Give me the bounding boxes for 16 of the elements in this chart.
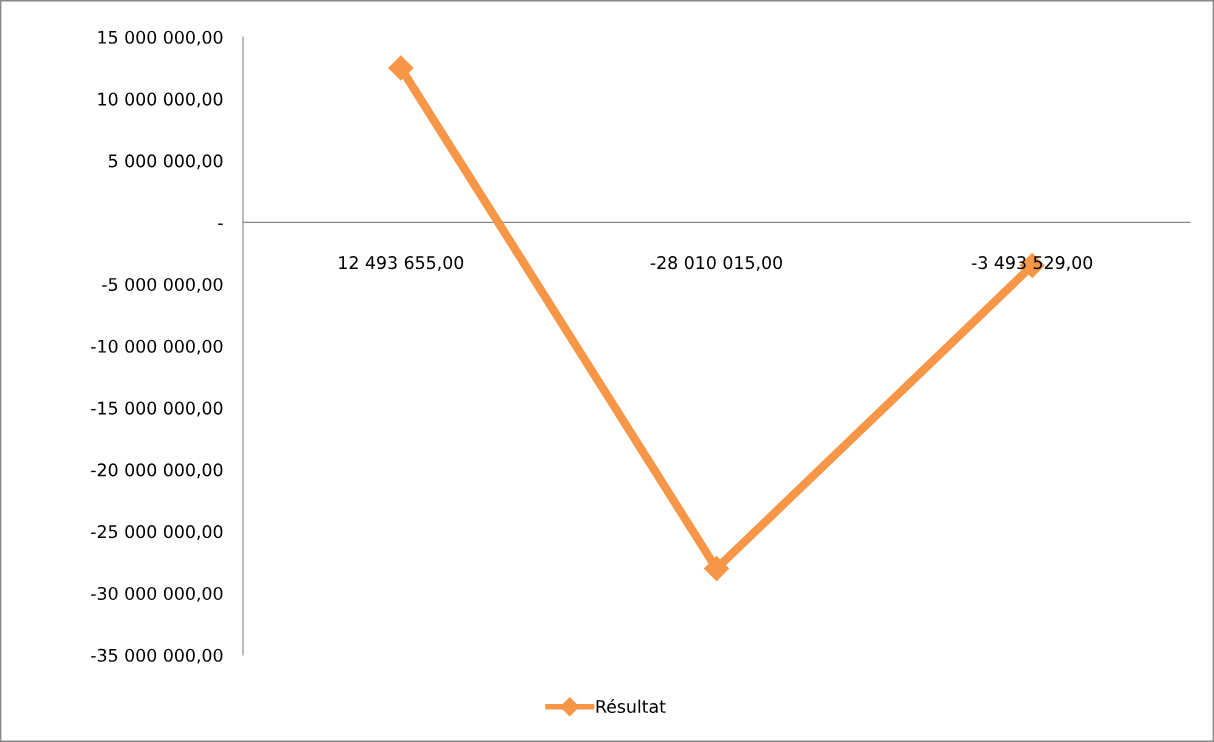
y-tick-label: -5 000 000,00 xyxy=(102,277,223,293)
y-tick-label: -15 000 000,00 xyxy=(91,401,223,417)
point xyxy=(388,55,414,81)
y-tick-label: -35 000 000,00 xyxy=(91,648,223,664)
y-tick-label: 5 000 000,00 xyxy=(108,154,223,170)
y-tick-label: -10 000 000,00 xyxy=(91,339,223,355)
y-tick-label: 10 000 000,00 xyxy=(98,92,223,108)
y-tick-label: -20 000 000,00 xyxy=(91,463,223,479)
point xyxy=(704,556,729,582)
y-tick-label: 15 000 000,00 xyxy=(98,30,223,46)
y-tick-label: - xyxy=(218,223,223,225)
legend-label: Résultat xyxy=(596,698,666,714)
x-tick-label: -28 010 015,00 xyxy=(650,256,782,271)
y-tick-label: -25 000 000,00 xyxy=(91,525,223,541)
y-tick-label: -30 000 000,00 xyxy=(91,586,223,602)
x-tick-label: 12 493 655,00 xyxy=(339,256,464,271)
